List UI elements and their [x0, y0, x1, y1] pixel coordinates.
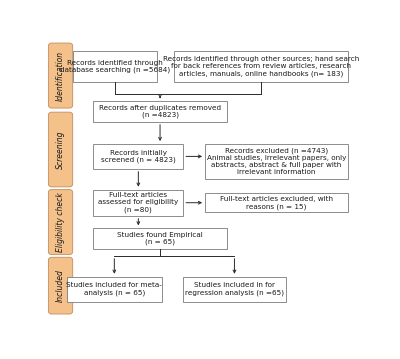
Text: Records identified through
database searching (n =5684): Records identified through database sear… — [60, 60, 170, 73]
FancyBboxPatch shape — [94, 190, 183, 216]
FancyBboxPatch shape — [67, 277, 162, 302]
Text: Screening: Screening — [56, 130, 65, 169]
Text: Eligibility check: Eligibility check — [56, 192, 65, 252]
Text: Full-text articles
assessed for eligibility
(n =80): Full-text articles assessed for eligibil… — [98, 192, 178, 213]
FancyBboxPatch shape — [205, 194, 348, 212]
FancyBboxPatch shape — [183, 277, 286, 302]
Text: Studies included in for
regression analysis (n =65): Studies included in for regression analy… — [185, 282, 284, 296]
Text: Identification: Identification — [56, 51, 65, 101]
Text: Included: Included — [56, 269, 65, 302]
FancyBboxPatch shape — [94, 228, 227, 249]
FancyBboxPatch shape — [94, 144, 183, 169]
FancyBboxPatch shape — [48, 257, 73, 314]
Text: Records after duplicates removed
(n =4823): Records after duplicates removed (n =482… — [99, 105, 221, 118]
Text: Records identified through other sources; hand search
for back references from r: Records identified through other sources… — [163, 56, 359, 77]
FancyBboxPatch shape — [48, 43, 73, 108]
Text: Studies found Empirical
(n = 65): Studies found Empirical (n = 65) — [117, 232, 203, 246]
Text: Studies included for meta-
analysis (n = 65): Studies included for meta- analysis (n =… — [66, 282, 162, 296]
FancyBboxPatch shape — [48, 112, 73, 187]
FancyBboxPatch shape — [48, 190, 73, 255]
Text: Records excluded (n =4743)
Animal studies, Irrelevant papers, only
abstracts, ab: Records excluded (n =4743) Animal studie… — [207, 148, 346, 175]
FancyBboxPatch shape — [94, 101, 227, 122]
Text: Full-text articles excluded, with
reasons (n = 15): Full-text articles excluded, with reason… — [220, 196, 333, 210]
FancyBboxPatch shape — [174, 51, 348, 82]
Text: Records initially
screened (n = 4823): Records initially screened (n = 4823) — [101, 150, 176, 163]
FancyBboxPatch shape — [205, 144, 348, 178]
FancyBboxPatch shape — [73, 51, 157, 82]
